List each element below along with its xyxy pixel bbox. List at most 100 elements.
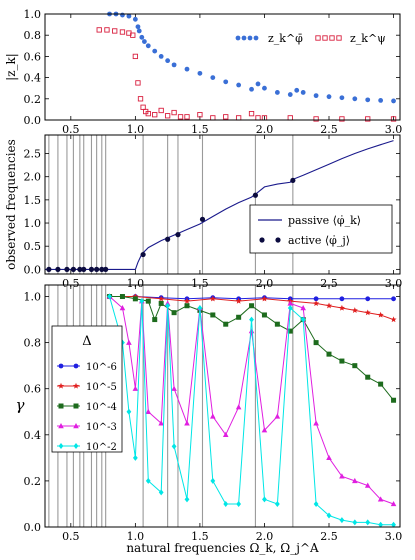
axes-panel-3: 0.5 1.0 1.5 2.0 2.5 3.0 0.0 0.2 0.4 0.6 0.8 1.0 [24,285,403,543]
data-point [222,431,229,438]
data-point [145,298,151,304]
data-point [132,385,139,391]
data-point [135,80,141,86]
plot-frame [44,13,401,121]
data-point [390,500,397,507]
legend: z_k^φ̄ z_k^ψ [235,32,386,45]
y-tick-label: 0.0 [24,114,42,127]
data-point [210,312,216,318]
legend-label: 10^-3 [86,422,117,433]
data-point [142,39,147,44]
x-tick-label: 2.5 [320,123,338,136]
data-point [70,266,76,272]
legend-label: 10^-6 [86,362,117,373]
legend-label: z_k^ψ [350,32,386,45]
legend-marker [275,237,281,243]
plot-frame [44,134,401,275]
data-point [158,489,164,496]
data-point [287,115,293,121]
data-point [391,397,397,403]
y-tick-label: 1.5 [24,194,42,207]
data-point [378,381,384,387]
data-point [223,321,229,327]
data-point [139,298,145,305]
x-tick-label: 1.0 [127,123,145,136]
data-point [58,423,64,429]
data-point [326,512,332,519]
data-point [104,27,110,33]
data-point [199,216,206,222]
legend-marker [329,35,335,41]
data-point [223,500,229,507]
data-point [378,97,384,103]
data-point [326,454,332,461]
data-point [136,28,142,34]
x-tick-label: 1.5 [191,277,209,290]
y-tick-label: 0.6 [24,50,42,63]
data-point [55,266,61,272]
data-point [223,114,229,120]
data-point [325,302,333,309]
data-point [300,90,306,95]
data-point [261,312,267,318]
data-point [145,43,151,49]
legend-marker [336,35,342,41]
legend-box [249,204,393,254]
data-point [210,75,216,80]
series-line [109,296,394,401]
data-point [58,403,64,409]
data-point [313,340,319,346]
data-point [391,521,396,528]
series-z-psi [96,27,397,122]
data-point [119,305,126,311]
y-tick-label: 0.0 [24,263,42,276]
y-tick-label: 0.0 [24,521,42,534]
data-point [126,339,132,345]
data-point [107,293,112,300]
data-point [112,28,118,34]
data-point [236,314,242,320]
data-point [184,496,190,503]
y-tick-label: 2.0 [24,171,42,184]
x-tick-label: 3.0 [385,530,403,543]
data-point [249,86,254,92]
data-point [352,477,358,484]
data-point [197,70,203,76]
data-point [165,58,171,64]
data-point [132,296,138,302]
data-point [290,177,296,184]
x-axis-label: natural frequencies Ω_k, Ω_j^A [126,541,319,555]
data-point [248,110,255,117]
data-point [175,232,181,238]
x-tick-label: 2.5 [320,530,338,543]
data-point [99,266,105,272]
data-point [235,297,242,304]
y-tick-label: 0.4 [24,429,42,442]
legend-marker [247,35,253,41]
data-point [158,420,164,426]
legend-title: Δ [82,334,91,349]
data-point [135,24,141,30]
data-point [171,443,177,450]
data-point [313,116,319,122]
data-point [165,302,171,309]
data-point [132,454,138,461]
data-point [140,104,146,110]
x-tick-label: 1.0 [127,530,145,543]
data-point [364,482,371,488]
data-point [73,423,79,429]
series-delta-3 [107,294,397,403]
data-point [184,114,190,120]
data-point [262,496,267,503]
data-point [152,48,158,54]
data-point [209,295,216,302]
data-point [96,27,102,33]
series-active [46,177,296,272]
data-point [261,295,268,302]
data-point [58,443,64,449]
x-tick-label: 3.0 [385,277,403,290]
y-axis-label: observed frequencies [4,139,18,270]
data-point [235,404,242,410]
data-point [171,62,177,68]
data-point [139,34,145,40]
